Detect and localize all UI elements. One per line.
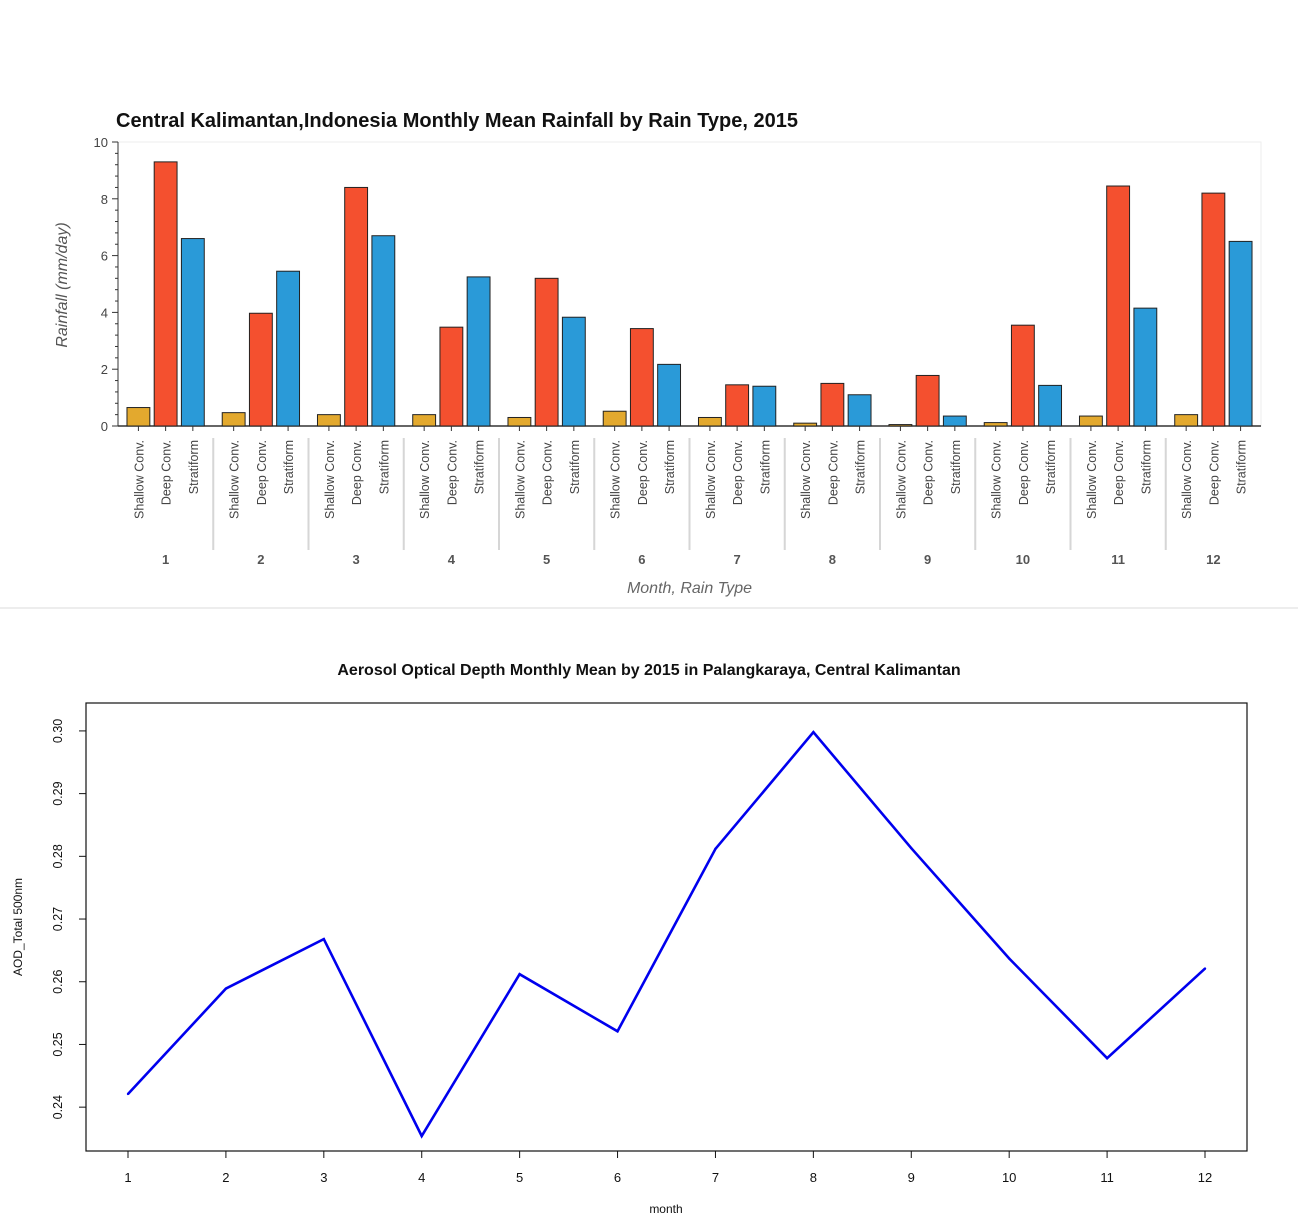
x-category-label: 4 xyxy=(448,552,456,567)
rainfall-chart-title: Central Kalimantan,Indonesia Monthly Mea… xyxy=(116,110,799,132)
plot-box xyxy=(85,702,1248,1152)
aod-data-point xyxy=(322,937,326,941)
x-subcategory-label: Stratiform xyxy=(854,440,868,494)
aod-data-point xyxy=(420,1134,423,1138)
x-subcategory-label: Stratiform xyxy=(758,440,772,494)
x-subcategory-label: Shallow Conv. xyxy=(894,440,908,519)
x-subcategory-label: Deep Conv. xyxy=(826,440,840,505)
x-category-label: 2 xyxy=(257,552,264,567)
x-subcategory-label: Shallow Conv. xyxy=(704,440,718,519)
aod-data-point xyxy=(812,730,815,734)
y-tick-label: 0.25 xyxy=(51,1032,65,1056)
x-subcategory-label: Stratiform xyxy=(1139,440,1153,494)
aod-data-point xyxy=(1007,957,1011,960)
y-tick-label: 0.26 xyxy=(51,970,65,994)
x-subcategory-label: Shallow Conv. xyxy=(418,440,432,519)
aod-data-point xyxy=(224,987,228,990)
y-tick-label: 0.27 xyxy=(51,907,65,931)
y-tick-label: 6 xyxy=(101,249,108,264)
y-tick-label: 0.28 xyxy=(51,844,65,868)
x-category-label: 6 xyxy=(638,552,645,567)
x-subcategory-label: Stratiform xyxy=(663,440,677,494)
x-subcategory-label: Shallow Conv. xyxy=(609,440,623,519)
x-axis-label: Month, Rain Type xyxy=(627,580,752,597)
aod-series-line xyxy=(127,730,1206,1139)
aod-data-point xyxy=(126,1092,130,1096)
x-subcategory-label: Deep Conv. xyxy=(160,440,174,505)
x-category-label: 12 xyxy=(1206,552,1220,567)
x-subcategory-label: Shallow Conv. xyxy=(1085,440,1099,519)
x-subcategory-label: Deep Conv. xyxy=(541,440,555,505)
x-tick-label: 4 xyxy=(418,1170,425,1185)
x-subcategory-label: Shallow Conv. xyxy=(132,440,146,519)
x-subcategory-label: Deep Conv. xyxy=(350,440,364,505)
x-subcategory-label: Stratiform xyxy=(949,440,963,494)
x-tick-label: 7 xyxy=(712,1170,719,1185)
aod-data-point xyxy=(518,973,521,976)
section-divider xyxy=(0,607,1298,609)
x-subcategory-label: Deep Conv. xyxy=(1017,440,1031,505)
x-subcategory-label: Shallow Conv. xyxy=(323,440,337,519)
x-tick-label: 10 xyxy=(1002,1170,1016,1185)
x-tick-label: 8 xyxy=(810,1170,817,1185)
x-axis-label: month xyxy=(649,1202,682,1216)
x-subcategory-label: Stratiform xyxy=(377,440,391,494)
x-tick-label: 11 xyxy=(1100,1170,1114,1185)
y-tick-label: 4 xyxy=(101,305,108,320)
y-tick-label: 0.30 xyxy=(51,719,65,743)
y-tick-label: 0.24 xyxy=(51,1095,65,1119)
aod-data-point xyxy=(1105,1057,1109,1060)
y-tick-label: 0.29 xyxy=(51,781,65,805)
x-category-label: 3 xyxy=(353,552,360,567)
x-subcategory-label: Deep Conv. xyxy=(255,440,269,505)
x-tick-label: 6 xyxy=(614,1170,621,1185)
aod-data-point xyxy=(616,1030,619,1033)
x-subcategory-label: Deep Conv. xyxy=(1112,440,1126,505)
y-tick-label: 2 xyxy=(101,362,108,377)
x-subcategory-label: Stratiform xyxy=(1235,440,1249,494)
x-subcategory-label: Deep Conv. xyxy=(636,440,650,505)
x-subcategory-label: Stratiform xyxy=(187,440,201,494)
x-subcategory-label: Shallow Conv. xyxy=(990,440,1004,519)
x-tick-label: 3 xyxy=(320,1170,327,1185)
aod-data-point xyxy=(910,846,913,850)
x-category-label: 11 xyxy=(1111,552,1125,567)
x-tick-label: 5 xyxy=(516,1170,523,1185)
x-subcategory-label: Stratiform xyxy=(1044,440,1058,494)
x-subcategory-label: Deep Conv. xyxy=(731,440,745,505)
x-subcategory-label: Deep Conv. xyxy=(1207,440,1221,505)
x-subcategory-label: Shallow Conv. xyxy=(513,440,527,519)
x-tick-label: 9 xyxy=(908,1170,915,1185)
x-category-label: 8 xyxy=(829,552,836,567)
y-tick-label: 10 xyxy=(94,135,108,150)
x-subcategory-label: Deep Conv. xyxy=(922,440,936,505)
x-tick-label: 12 xyxy=(1198,1170,1212,1185)
aod-data-point xyxy=(714,847,717,851)
x-category-label: 10 xyxy=(1016,552,1030,567)
rainfall-bar-chart: 0 2 4 6 8 10 Rainfall (mm/day) Shallow Conv. Dee… xyxy=(54,135,1262,597)
y-tick-label: 0 xyxy=(101,419,108,434)
x-category-label: 1 xyxy=(162,552,169,567)
y-axis-label: Rainfall (mm/day) xyxy=(54,222,71,347)
x-category-label: 5 xyxy=(543,552,550,567)
x-category-label: 7 xyxy=(734,552,741,567)
x-subcategory-label: Deep Conv. xyxy=(445,440,459,505)
y-axis-label: AOD_Total 500nm xyxy=(11,878,25,976)
x-subcategory-label: Shallow Conv. xyxy=(1180,440,1194,519)
x-subcategory-label: Shallow Conv. xyxy=(799,440,813,519)
aod-chart-title: Aerosol Optical Depth Monthly Mean by 20… xyxy=(337,662,961,679)
x-subcategory-label: Shallow Conv. xyxy=(228,440,242,519)
x-subcategory-label: Stratiform xyxy=(473,440,487,494)
x-subcategory-label: Stratiform xyxy=(568,440,582,494)
x-category-label: 9 xyxy=(924,552,931,567)
x-subcategory-label: Stratiform xyxy=(282,440,296,494)
x-tick-label: 1 xyxy=(124,1170,131,1185)
y-tick-label: 8 xyxy=(101,192,108,207)
aod-data-point xyxy=(1203,967,1207,970)
x-tick-label: 2 xyxy=(222,1170,229,1185)
